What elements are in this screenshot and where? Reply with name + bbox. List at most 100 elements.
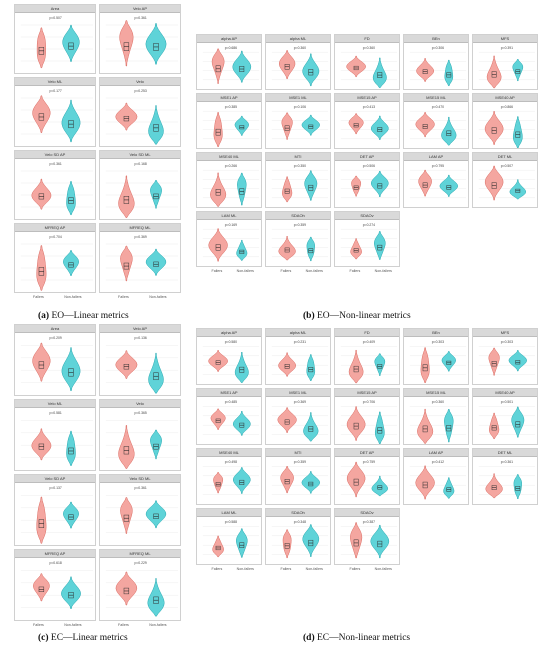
violin-plot — [15, 232, 95, 292]
facet-title: MFREQ AP — [15, 550, 95, 558]
p-value-label: p=0.168 — [134, 162, 147, 166]
facet-title: Velo ML — [15, 78, 95, 86]
facet-mfs: MFS p=0.391 — [472, 34, 538, 90]
violin-fallers — [208, 228, 228, 262]
violin-fallers — [115, 102, 138, 131]
violin-fallers — [36, 496, 47, 544]
violin-plot — [15, 159, 95, 219]
facet-title: alpha AP — [197, 329, 261, 337]
facet-title: MSE15 ML — [404, 389, 468, 397]
facet-title: BEn — [404, 35, 468, 43]
facet-fd: FD p=0.360 — [334, 34, 400, 90]
facet-sdaoh: SDAOh p=0.359 Fallers Non-fallers — [265, 211, 331, 273]
violin-fallers — [120, 497, 133, 534]
facet-title: MSE1 ML — [266, 94, 330, 102]
caption-b: (b) EO—Non-linear metrics — [303, 311, 411, 321]
violin-plot — [266, 517, 330, 564]
violin-plot — [100, 558, 180, 620]
facet-alpha-ml: alpha ML p=0.360 — [265, 34, 331, 90]
violin-fallers — [213, 112, 223, 148]
violin-fallers — [348, 113, 364, 135]
violin-non-fallers — [148, 105, 164, 146]
p-value-label: p=0.795 — [431, 164, 445, 168]
facet-mse40-ml: MSE40 ML p=0.498 — [196, 448, 262, 505]
violin-non-fallers — [439, 174, 459, 197]
violin-non-fallers — [145, 500, 167, 529]
facet-mse40-ap: MSE40 AP p=0.866 — [472, 93, 538, 149]
facet-title: DET ML — [473, 153, 537, 161]
facet-mse15-ap: MSE15 AP p=0.706 — [334, 388, 400, 445]
violin-non-fallers — [237, 172, 247, 206]
violin-plot — [404, 337, 468, 384]
violin-plot — [197, 517, 261, 564]
x-axis-label: Non-fallers — [64, 623, 82, 627]
caption-c: (c) EC—Linear metrics — [38, 633, 128, 643]
x-axis-label: Non-fallers — [149, 623, 167, 627]
facet-title: MFREQ ML — [100, 550, 180, 558]
violin-non-fallers — [61, 99, 81, 143]
p-value-label: p=0.470 — [431, 105, 445, 109]
violin-fallers — [115, 571, 138, 606]
facet-title: MSE15 AP — [335, 94, 399, 102]
facet-mse15-ml: MSE15 ML p=0.360 — [403, 388, 469, 445]
p-value-label: p=0.137 — [49, 486, 62, 490]
violin-plot — [266, 43, 330, 89]
facet-ben: BEn p=0.306 — [403, 34, 469, 90]
violin-fallers — [282, 176, 293, 203]
facet-velo-ap: Velo AP p=0.136 — [99, 324, 181, 396]
violin-non-fallers — [63, 501, 79, 529]
violin-fallers — [120, 245, 133, 282]
violin-plot — [473, 457, 537, 504]
violin-non-fallers — [301, 114, 320, 136]
violin-plot — [15, 558, 95, 620]
violin-non-fallers — [232, 411, 251, 436]
p-value-label: p=0.169 — [224, 223, 238, 227]
x-axis-label: Non-fallers — [149, 295, 167, 299]
violin-non-fallers — [61, 347, 81, 392]
violin-non-fallers — [508, 350, 527, 372]
facet-title: FD — [335, 329, 399, 337]
p-value-label: p=0.686 — [224, 46, 238, 50]
facet-mfreq-ml: MFREQ ML p=0.229 Fallers Non-fallers — [99, 549, 181, 627]
facet-title: LAM ML — [197, 212, 261, 220]
facet-sdaoh: SDAOh p=0.348 Fallers Non-fallers — [265, 508, 331, 571]
facet-title: Velo SD AP — [15, 475, 95, 483]
facet-title: LAM AP — [404, 153, 468, 161]
violin-non-fallers — [374, 353, 386, 376]
violin-plot — [335, 43, 399, 89]
p-value-label: p=0.581 — [49, 411, 62, 415]
violin-fallers — [208, 350, 228, 372]
p-value-label: p=0.365 — [134, 411, 147, 415]
violin-fallers — [32, 342, 51, 382]
facet-alpha-ap: alpha AP p=0.686 — [196, 34, 262, 90]
p-value-label: p=0.359 — [293, 223, 307, 227]
violin-fallers — [415, 112, 435, 138]
facet-mse40-ml: MSE40 ML p=0.266 — [196, 152, 262, 208]
facet-title: MSE1 AP — [197, 94, 261, 102]
p-value-label: p=0.387 — [362, 520, 376, 524]
facet-title: Area — [15, 5, 95, 13]
facet-sdaov: SDAOv p=0.274 Fallers Non-fallers — [334, 211, 400, 273]
violin-non-fallers — [306, 236, 315, 262]
violin-fallers — [486, 55, 502, 89]
violin-plot — [100, 333, 180, 395]
facet-title: MSE40 ML — [197, 153, 261, 161]
p-value-label: p=0.303 — [431, 340, 445, 344]
violin-non-fallers — [62, 24, 80, 62]
violin-fallers — [31, 178, 52, 210]
violin-fallers — [282, 529, 292, 559]
p-value-label: p=0.369 — [293, 400, 307, 404]
violin-non-fallers — [443, 477, 455, 500]
x-axis-label: Non-fallers — [236, 269, 254, 273]
facet-velo-sd-ml: Velo SD ML p=0.168 — [99, 150, 181, 220]
facet-title: DET ML — [473, 449, 537, 457]
facet-lam-ap: LAM AP p=0.795 — [403, 152, 469, 208]
violin-fallers — [277, 407, 297, 433]
facet-mfreq-ap: MFREQ AP p=0.704 Fallers Non-fallers — [14, 223, 96, 299]
violin-non-fallers — [374, 411, 385, 444]
violin-non-fallers — [66, 181, 76, 216]
violin-fallers — [32, 95, 51, 133]
facet-title: DET AP — [335, 449, 399, 457]
violin-non-fallers — [236, 239, 248, 262]
violin-non-fallers — [371, 475, 389, 497]
